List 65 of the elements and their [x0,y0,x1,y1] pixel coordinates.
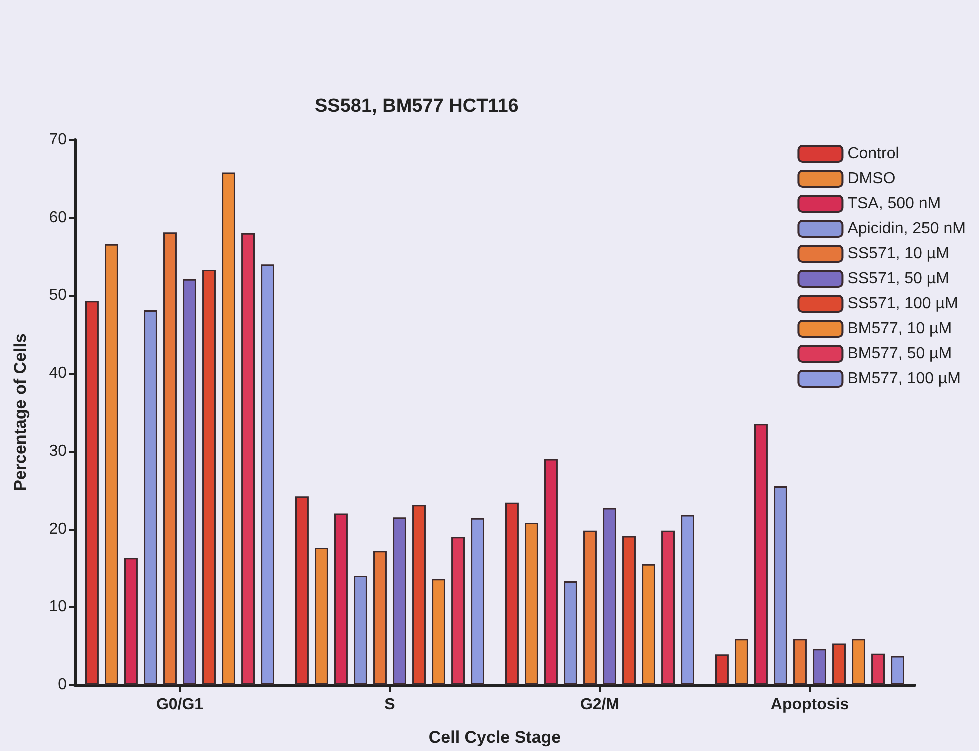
bar [794,639,807,685]
bar [105,244,118,685]
legend-label: BM577, 100 µM [848,370,961,388]
bar [584,530,597,685]
y-tick-label: 50 [49,287,68,304]
bar [754,424,768,685]
bar [525,523,538,685]
y-tick-label: 20 [49,520,68,538]
bar [735,639,748,685]
legend-label: DMSO [848,170,896,188]
bar [242,233,255,685]
y-tick-label: 60 [49,209,68,226]
bar [393,518,406,685]
y-axis-title: Percentage of Cells [11,334,30,492]
legend-label: SS571, 100 µM [848,296,958,312]
bar [261,264,274,685]
x-tick-label: G0/G1 [156,696,204,714]
legend-label: TSA, 500 nM [848,196,942,212]
bar [813,649,826,685]
bar [716,654,729,685]
bar [852,639,866,685]
bar [452,537,465,685]
legend-label: Control [848,146,900,162]
bar [832,644,846,685]
bar [774,486,788,685]
x-tick-label: S [384,696,396,714]
bar [506,502,519,685]
y-tick-label: 30 [49,442,68,460]
x-tick-label: Apoptosis [770,696,850,714]
bar [202,270,216,685]
chart-title: SS581, BM577 HCT116 [315,96,519,117]
bar [374,551,387,685]
bar [642,564,656,685]
bar [354,576,368,685]
bar [544,459,558,685]
legend-label: SS571, 10 µM [848,246,950,262]
bar [183,279,196,685]
bar [622,536,636,685]
bar [124,558,138,685]
bar [872,654,885,685]
legend-label: Apicidin, 250 nM [848,220,966,238]
bar [144,310,158,685]
bar [891,656,904,685]
bar [662,530,675,685]
legend-label: BM577, 10 µM [848,320,952,338]
y-tick-label: 0 [58,676,68,694]
bar [432,579,446,685]
bar [471,518,484,685]
bar [334,514,348,685]
bar [412,505,426,685]
x-axis-title: Cell Cycle Stage [428,728,562,747]
bar [564,581,578,685]
legend-label: BM577, 50 µM [848,346,952,362]
bar [164,232,177,685]
bar [296,496,309,685]
bar [86,301,99,685]
bar [315,548,328,685]
y-tick-label: 40 [49,365,68,382]
bar [222,172,236,685]
x-tick-label: G2/M [580,696,620,714]
y-tick-label: 70 [49,132,68,148]
y-tick-label: 10 [49,598,68,616]
legend-label: SS571, 50 µM [848,270,950,288]
bar [681,515,694,685]
bar [603,508,616,685]
